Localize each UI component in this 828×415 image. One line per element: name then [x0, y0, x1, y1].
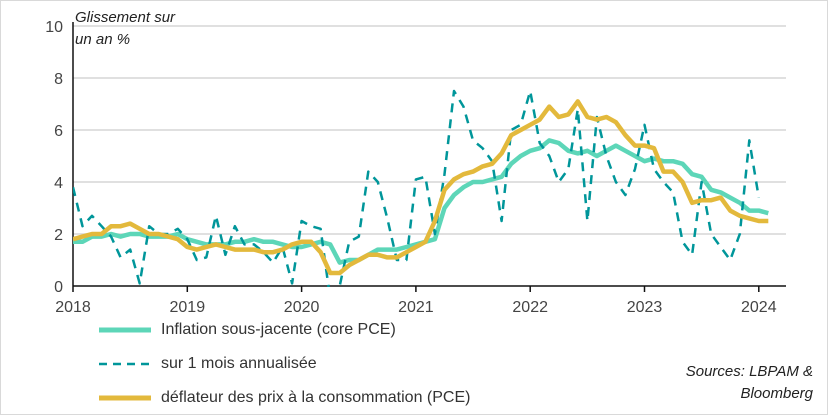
y-axis-label-line1: Glissement sur: [75, 9, 176, 26]
legend-item-pce: déflateur des prix à la consommation (PC…: [99, 389, 470, 407]
y-tick-label: 10: [45, 19, 63, 36]
x-tick-label: 2018: [55, 299, 91, 316]
y-tick-label: 4: [54, 175, 63, 192]
legend-swatch-monthly: [99, 362, 151, 366]
x-tick-label: 2021: [398, 299, 434, 316]
y-tick-label: 0: [54, 279, 63, 296]
legend-label-monthly: sur 1 mois annualisée: [161, 355, 317, 372]
legend-item-core-pce: Inflation sous-jacente (core PCE): [99, 321, 396, 339]
legend-label-core: Inflation sous-jacente (core PCE): [161, 321, 396, 338]
y-tick-label: 2: [54, 227, 63, 244]
y-tick-label: 6: [54, 123, 63, 140]
source-line2: Bloomberg: [740, 385, 813, 402]
series-line-2: [73, 99, 769, 276]
legend-swatch-core: [99, 327, 151, 333]
legend-swatch-pce: [99, 395, 151, 401]
x-tick-label: 2019: [170, 299, 206, 316]
series-line-1: [73, 89, 761, 287]
x-tick-label: 2020: [284, 299, 320, 316]
y-tick-label: 8: [54, 71, 63, 88]
legend-item-monthly: sur 1 mois annualisée: [99, 355, 317, 373]
source-line1: Sources: LBPAM &: [685, 363, 813, 380]
y-axis-label-line2: un an %: [75, 31, 131, 48]
x-tick-label: 2022: [512, 299, 548, 316]
legend-label-pce: déflateur des prix à la consommation (PC…: [161, 389, 471, 406]
x-tick-label: 2024: [741, 299, 777, 316]
x-tick-label: 2023: [627, 299, 663, 316]
